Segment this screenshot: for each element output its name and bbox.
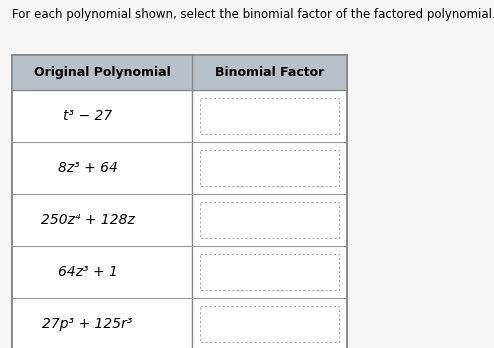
Text: 64z³ + 1: 64z³ + 1 [58,265,118,279]
Text: Original Polynomial: Original Polynomial [34,66,170,79]
Bar [200,306,339,342]
Text: For each polynomial shown, select the binomial factor of the factored polynomial: For each polynomial shown, select the bi… [12,8,494,21]
Bar [200,202,339,238]
Text: 250z⁴ + 128z: 250z⁴ + 128z [41,213,134,227]
Bar [12,55,347,348]
Text: 8z³ + 64: 8z³ + 64 [58,161,118,175]
Bar [12,55,347,348]
Bar [200,254,339,290]
Bar [200,150,339,186]
Text: t³ − 27: t³ − 27 [63,109,112,123]
Bar [12,55,347,90]
Text: 27p³ + 125r³: 27p³ + 125r³ [42,317,133,331]
Bar [200,98,339,134]
Text: Binomial Factor: Binomial Factor [215,66,324,79]
